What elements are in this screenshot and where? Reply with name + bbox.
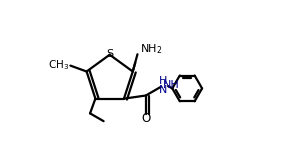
Text: NH$_2$: NH$_2$ (140, 43, 162, 56)
Text: O: O (141, 112, 151, 125)
Text: NH: NH (163, 80, 180, 90)
Text: CH$_3$: CH$_3$ (48, 58, 69, 72)
Text: S: S (106, 49, 113, 59)
Text: H
N: H N (159, 76, 167, 95)
